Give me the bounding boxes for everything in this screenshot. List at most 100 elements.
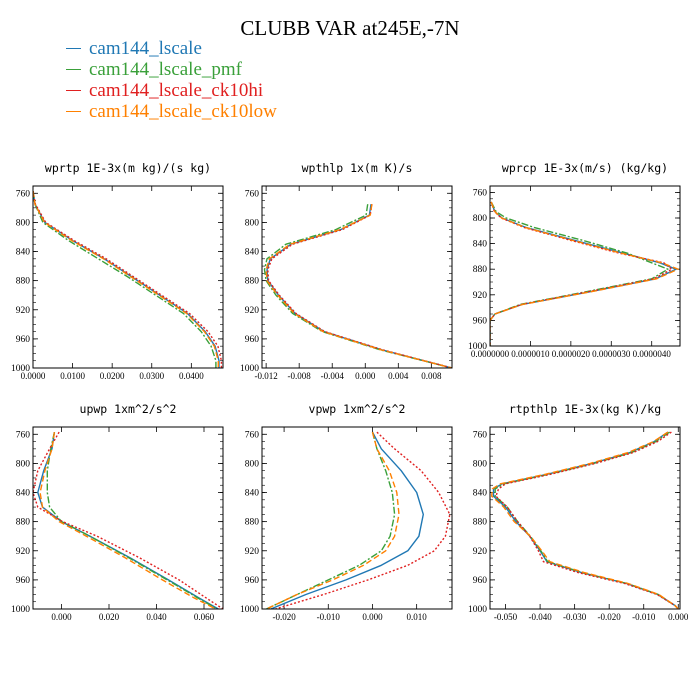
panel-wprtp: wprtp 1E-3x(m kg)/(s kg) 760 800 840 880 920 9… <box>11 161 224 381</box>
x-tick-label: -0.004 <box>321 371 345 381</box>
figure-title: CLUBB VAR at245E,-7N <box>240 16 460 40</box>
y-tick-label: 840 <box>16 489 31 499</box>
legend-label-cam144-lscale: cam144_lscale <box>89 38 202 60</box>
y-tick-label: 760 <box>245 430 260 440</box>
series-line-cam144-lscale-ck10low <box>39 432 217 609</box>
x-tick-label: 0.008 <box>421 371 442 381</box>
plot-frame <box>32 426 224 610</box>
y-tick-label: 840 <box>473 240 488 250</box>
series-line-cam144-lscale-pmf <box>263 204 452 368</box>
y-tick-label: 960 <box>16 335 31 345</box>
x-tick-label: 0.0400 <box>179 371 204 381</box>
y-tick-label: 760 <box>245 189 260 199</box>
y-tick-label: 960 <box>473 576 488 586</box>
plot-frame <box>261 185 453 369</box>
y-tick-label: 920 <box>16 547 31 557</box>
series-line-cam144-lscale-pmf <box>494 431 679 609</box>
panel-title: wprtp 1E-3x(m kg)/(s kg) <box>45 161 211 175</box>
panel-title: upwp 1xm^2/s^2 <box>80 402 177 416</box>
legend-label-cam144-lscale-ck10hi: cam144_lscale_ck10hi <box>89 80 264 102</box>
y-tick-label: 760 <box>16 430 31 440</box>
series-line-cam144-lscale-ck10hi <box>275 431 451 609</box>
plot-frame <box>489 185 681 347</box>
y-tick-label: 800 <box>473 459 488 469</box>
x-tick-label: -0.020 <box>272 612 296 622</box>
y-tick-label: 840 <box>16 248 31 258</box>
legend-line-cam144-lscale-ck10low <box>66 111 81 113</box>
y-tick-label: 760 <box>16 189 31 199</box>
x-tick-label: 0.0000040 <box>633 349 672 359</box>
series-line-cam144-lscale-pmf <box>266 431 396 609</box>
panel-title: wpthlp 1x(m K)/s <box>302 161 413 175</box>
y-tick-label: 1000 <box>11 605 30 615</box>
x-tick-label: 0.0200 <box>100 371 125 381</box>
panel-wprcp: wprcp 1E-3x(m/s) (kg/kg) 760 800 840 880 920 9… <box>468 161 681 359</box>
panel-vpwp: vpwp 1xm^2/s^2 760 800 840 880 920 960 1000 -0.0… <box>240 402 453 622</box>
y-tick-label: 800 <box>245 218 260 228</box>
y-tick-label: 800 <box>16 218 31 228</box>
x-tick-label: 0.020 <box>99 612 120 622</box>
x-tick-label: 0.0000000 <box>471 349 510 359</box>
y-tick-label: 1000 <box>468 342 487 352</box>
panel-title: rtpthlp 1E-3x(kg K)/kg <box>509 402 661 416</box>
plot-frame <box>489 426 681 610</box>
legend-line-cam144-lscale-ck10hi <box>66 90 81 92</box>
x-tick-label: 0.0000 <box>21 371 46 381</box>
panel-title: wprcp 1E-3x(m/s) (kg/kg) <box>502 161 668 175</box>
y-tick-label: 960 <box>245 335 260 345</box>
y-tick-label: 920 <box>473 291 488 301</box>
series-line-cam144-lscale <box>490 201 677 346</box>
y-tick-label: 880 <box>16 518 31 528</box>
x-tick-label: 0.000 <box>362 612 383 622</box>
y-tick-label: 1000 <box>240 605 259 615</box>
x-tick-label: 0.0000020 <box>552 349 591 359</box>
panel-title: vpwp 1xm^2/s^2 <box>309 402 406 416</box>
plot-frame <box>261 426 453 610</box>
legend-item-cam144-lscale-ck10hi: cam144_lscale_ck10hi <box>66 79 277 102</box>
x-tick-label: 0.060 <box>194 612 215 622</box>
x-tick-label: 0.0100 <box>60 371 85 381</box>
panel-wpthlp: wpthlp 1x(m K)/s 760 800 840 880 920 960 1000 -0… <box>240 161 453 381</box>
x-tick-label: 0.040 <box>146 612 167 622</box>
x-tick-label: 0.0000030 <box>592 349 631 359</box>
series-line-cam144-lscale <box>33 190 220 368</box>
series-line-cam144-lscale-ck10hi <box>267 204 452 368</box>
series-line-cam144-lscale <box>37 432 219 609</box>
legend-item-cam144-lscale-ck10low: cam144_lscale_ck10low <box>66 100 277 123</box>
y-tick-label: 840 <box>245 489 260 499</box>
y-tick-label: 920 <box>245 306 260 316</box>
series-line-cam144-lscale-ck10low <box>491 431 679 609</box>
legend-line-cam144-lscale <box>66 48 81 50</box>
y-tick-label: 800 <box>473 214 488 224</box>
y-tick-label: 1000 <box>240 364 259 374</box>
legend-item-cam144-lscale: cam144_lscale <box>66 37 277 60</box>
y-tick-label: 960 <box>473 316 488 326</box>
series-line-cam144-lscale-pmf <box>46 431 218 609</box>
series-line-cam144-lscale-ck10hi <box>33 431 223 609</box>
panel-upwp: upwp 1xm^2/s^2 760 800 840 880 920 960 1000 0.00… <box>11 402 224 622</box>
series-line-cam144-lscale <box>266 204 452 368</box>
y-tick-label: 840 <box>245 248 260 258</box>
legend-label-cam144-lscale-ck10low: cam144_lscale_ck10low <box>89 101 277 123</box>
legend-label-cam144-lscale-pmf: cam144_lscale_pmf <box>89 59 243 81</box>
x-tick-label: 0.010 <box>407 612 428 622</box>
y-tick-label: 760 <box>473 188 488 198</box>
y-tick-label: 840 <box>473 489 488 499</box>
series-line-cam144-lscale-ck10hi <box>495 431 679 609</box>
x-tick-label: -0.020 <box>598 612 622 622</box>
y-tick-label: 920 <box>16 306 31 316</box>
x-tick-label: 0.0300 <box>139 371 164 381</box>
y-tick-label: 800 <box>245 459 260 469</box>
series-line-cam144-lscale <box>270 431 424 609</box>
legend-item-cam144-lscale-pmf: cam144_lscale_pmf <box>66 58 277 81</box>
series-line-cam144-lscale-ck10low <box>266 431 400 609</box>
y-tick-label: 800 <box>16 459 31 469</box>
legend-line-cam144-lscale-pmf <box>66 69 81 71</box>
x-tick-label: -0.040 <box>528 612 552 622</box>
plot-frame <box>32 185 224 369</box>
series-line-cam144-lscale-ck10hi <box>33 190 223 368</box>
x-tick-label: 0.000 <box>668 612 689 622</box>
y-tick-label: 880 <box>245 277 260 287</box>
y-tick-label: 920 <box>245 547 260 557</box>
